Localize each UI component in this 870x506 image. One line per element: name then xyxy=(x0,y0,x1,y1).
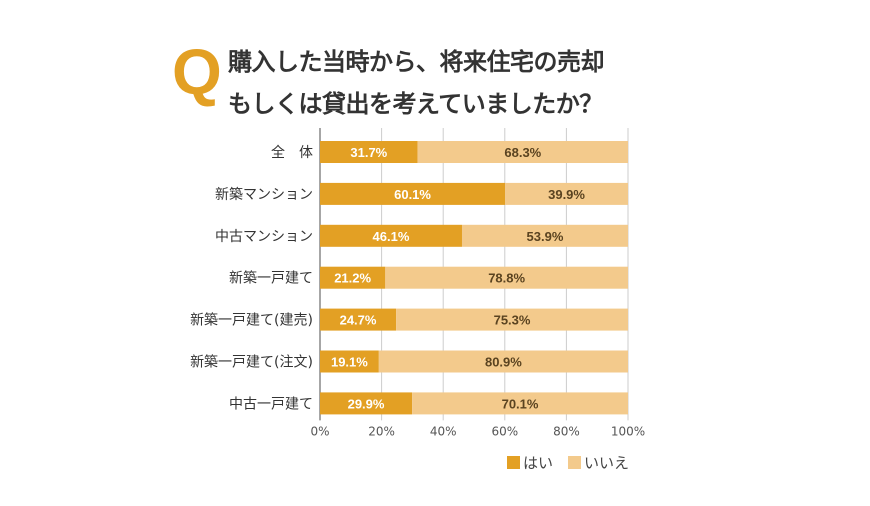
data-label: 75.3% xyxy=(494,313,531,328)
category-label: 新築マンション xyxy=(215,187,313,203)
data-label: 53.9% xyxy=(527,229,564,244)
bar-no xyxy=(385,266,628,289)
data-label: 31.7% xyxy=(350,145,387,160)
x-tick-label: 40% xyxy=(430,424,457,438)
data-label: 19.1% xyxy=(331,355,368,370)
x-tick-label: 80% xyxy=(553,424,580,438)
legend-label-no: いいえ xyxy=(584,454,630,472)
bar-yes xyxy=(320,141,418,163)
data-label: 80.9% xyxy=(485,355,522,370)
data-label: 24.7% xyxy=(340,313,377,328)
data-label: 70.1% xyxy=(502,396,539,411)
q-mark: Q xyxy=(172,36,222,108)
title-line-2: もしくは貸出を考えていましたか？ xyxy=(228,90,603,118)
legend-swatch-yes xyxy=(507,456,520,469)
category-label: 新築一戸建て xyxy=(229,271,313,287)
legend-item-yes: はい xyxy=(507,452,553,473)
x-tick-label: 0% xyxy=(310,424,329,438)
category-label: 中古一戸建て xyxy=(229,396,313,412)
bar-no xyxy=(412,392,628,415)
data-label: 68.3% xyxy=(504,145,541,160)
x-tick-label: 60% xyxy=(491,424,518,438)
category-label: 新築一戸建て(建売) xyxy=(190,313,313,329)
x-tick-label: 100% xyxy=(611,424,645,438)
bar-yes xyxy=(320,182,506,205)
bar-no xyxy=(505,182,628,205)
data-label: 60.1% xyxy=(394,187,431,202)
bar-yes xyxy=(320,266,386,289)
category-label: 全 体 xyxy=(271,144,313,161)
bar-no xyxy=(461,224,628,247)
title-line-1: 購入した当時から、将来住宅の売却 xyxy=(228,48,605,76)
data-label: 29.9% xyxy=(348,396,385,411)
category-label: 中古マンション xyxy=(215,229,313,245)
bar-yes xyxy=(320,350,379,373)
bar-no xyxy=(396,308,628,331)
legend-label-yes: はい xyxy=(523,454,554,472)
bar-yes xyxy=(320,392,413,415)
bar-no xyxy=(378,350,628,373)
bar-no xyxy=(417,141,628,163)
data-label: 21.2% xyxy=(334,271,371,286)
data-label: 78.8% xyxy=(488,271,525,286)
data-label: 46.1% xyxy=(373,229,410,244)
legend-swatch-no xyxy=(568,456,581,469)
bar-yes xyxy=(320,224,462,247)
legend-item-no: いいえ xyxy=(568,452,629,473)
category-label: 新築一戸建て(注文) xyxy=(190,355,313,371)
bar-yes xyxy=(320,308,397,331)
data-label: 39.9% xyxy=(548,187,585,202)
x-tick-label: 20% xyxy=(368,424,395,438)
